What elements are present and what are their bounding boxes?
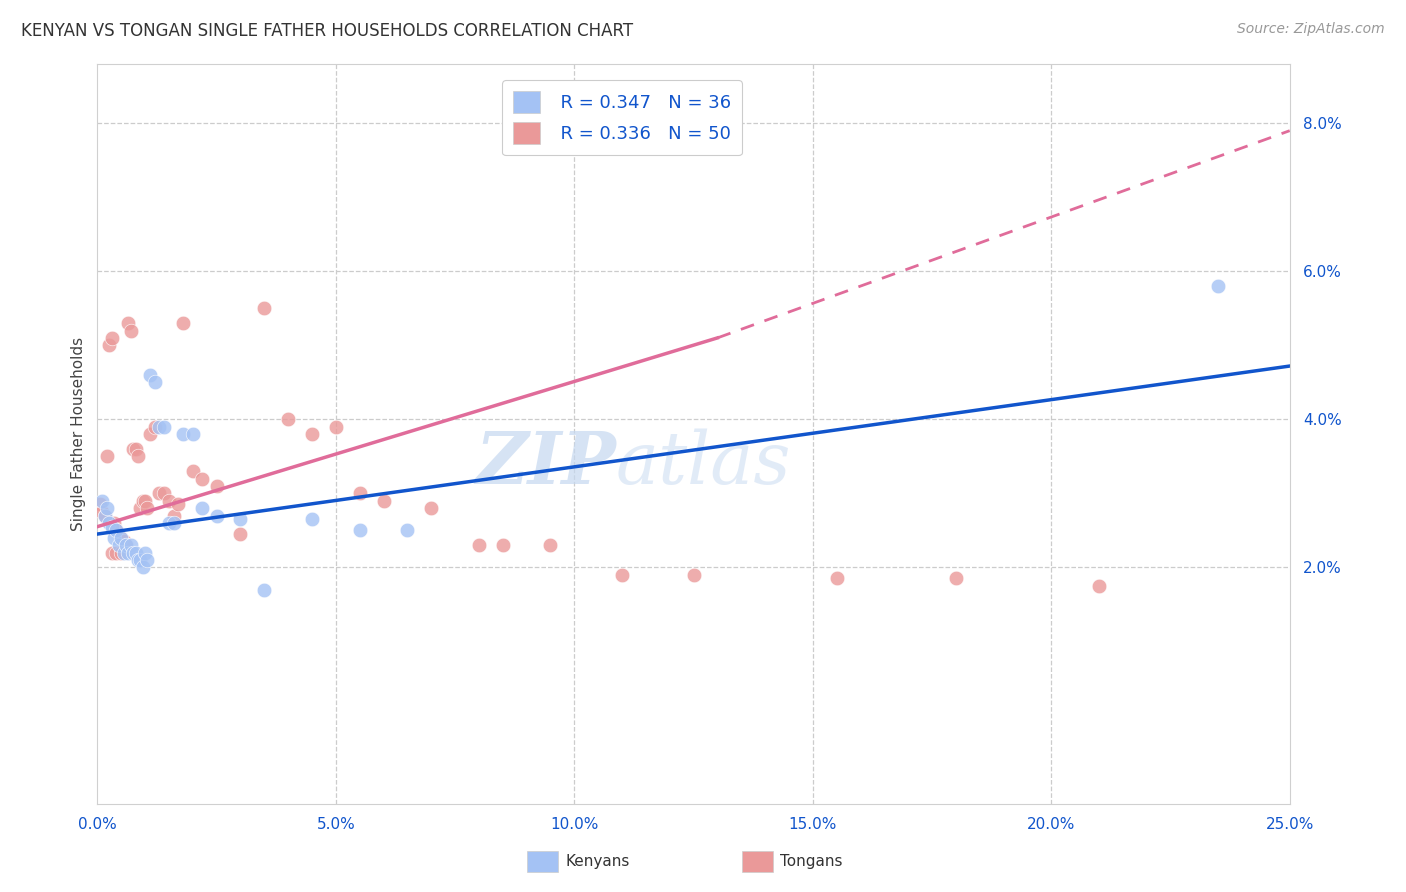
- Point: [124, 545, 146, 559]
- Point: [93, 508, 115, 523]
- Point: [172, 427, 194, 442]
- Point: [420, 501, 443, 516]
- Point: [108, 538, 131, 552]
- Point: [468, 538, 491, 552]
- Point: [120, 538, 142, 552]
- Point: [120, 324, 142, 338]
- Point: [325, 419, 347, 434]
- Point: [610, 567, 633, 582]
- Point: [117, 316, 139, 330]
- Point: [540, 538, 562, 552]
- Point: [229, 512, 252, 526]
- Point: [172, 316, 194, 330]
- Point: [373, 493, 395, 508]
- Point: [148, 486, 170, 500]
- Point: [492, 538, 515, 552]
- Point: [143, 419, 166, 434]
- Point: [349, 524, 371, 538]
- Point: [91, 493, 114, 508]
- Y-axis label: Single Father Households: Single Father Households: [72, 337, 86, 532]
- Point: [136, 553, 159, 567]
- Point: [153, 486, 176, 500]
- Point: [825, 571, 848, 585]
- Point: [163, 516, 186, 530]
- Point: [191, 471, 214, 485]
- Point: [110, 531, 132, 545]
- Point: [100, 331, 122, 345]
- Point: [134, 545, 156, 559]
- Point: [98, 338, 121, 352]
- Point: [110, 545, 132, 559]
- Point: [301, 512, 323, 526]
- Point: [682, 567, 704, 582]
- Point: [139, 427, 162, 442]
- Point: [105, 524, 128, 538]
- Point: [136, 501, 159, 516]
- Point: [229, 527, 252, 541]
- Point: [98, 516, 121, 530]
- Point: [205, 479, 228, 493]
- Point: [124, 442, 146, 456]
- Point: [100, 519, 122, 533]
- Point: [127, 450, 149, 464]
- Point: [157, 516, 180, 530]
- Point: [205, 508, 228, 523]
- Point: [105, 545, 128, 559]
- Point: [163, 508, 186, 523]
- Point: [122, 442, 145, 456]
- Point: [96, 450, 118, 464]
- Point: [105, 524, 128, 538]
- Text: Tongans: Tongans: [780, 855, 842, 869]
- Point: [93, 508, 115, 523]
- Point: [89, 498, 111, 512]
- Text: ZIP: ZIP: [475, 428, 616, 500]
- Point: [131, 560, 153, 574]
- Text: KENYAN VS TONGAN SINGLE FATHER HOUSEHOLDS CORRELATION CHART: KENYAN VS TONGAN SINGLE FATHER HOUSEHOLD…: [21, 22, 633, 40]
- Point: [253, 301, 276, 316]
- Point: [134, 493, 156, 508]
- Point: [100, 545, 122, 559]
- Point: [127, 553, 149, 567]
- Point: [115, 538, 138, 552]
- Point: [148, 419, 170, 434]
- Point: [112, 545, 135, 559]
- Text: atlas: atlas: [616, 428, 792, 499]
- Point: [396, 524, 419, 538]
- Point: [129, 553, 152, 567]
- Point: [143, 376, 166, 390]
- Point: [91, 505, 114, 519]
- Point: [139, 368, 162, 382]
- Point: [122, 545, 145, 559]
- Point: [103, 531, 125, 545]
- Text: Kenyans: Kenyans: [565, 855, 630, 869]
- Point: [115, 538, 138, 552]
- Point: [129, 501, 152, 516]
- Point: [277, 412, 299, 426]
- Point: [1206, 279, 1229, 293]
- Point: [349, 486, 371, 500]
- Point: [945, 571, 967, 585]
- Point: [117, 545, 139, 559]
- Point: [153, 419, 176, 434]
- Point: [96, 501, 118, 516]
- Point: [181, 427, 204, 442]
- Point: [191, 501, 214, 516]
- Point: [112, 534, 135, 549]
- Point: [167, 498, 190, 512]
- Text: Source: ZipAtlas.com: Source: ZipAtlas.com: [1237, 22, 1385, 37]
- Point: [301, 427, 323, 442]
- Point: [103, 516, 125, 530]
- Point: [253, 582, 276, 597]
- Point: [131, 493, 153, 508]
- Point: [110, 531, 132, 545]
- Point: [157, 493, 180, 508]
- Point: [181, 464, 204, 478]
- Legend:   R = 0.347   N = 36,   R = 0.336   N = 50: R = 0.347 N = 36, R = 0.336 N = 50: [502, 80, 742, 155]
- Point: [1088, 579, 1111, 593]
